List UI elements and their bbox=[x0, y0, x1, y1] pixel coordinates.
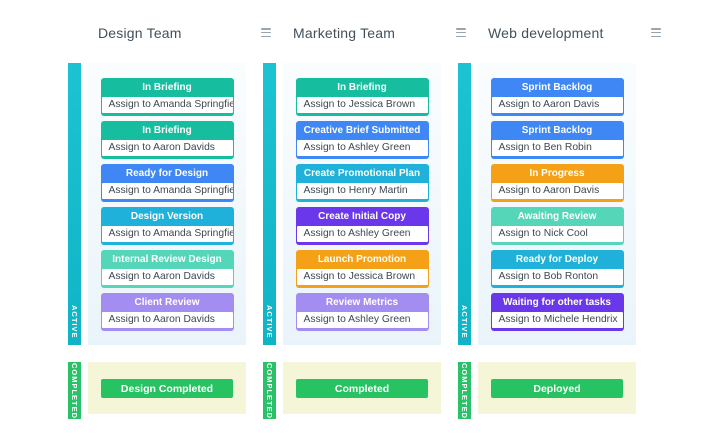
task-assignee: Assign to Ashley Green bbox=[296, 140, 428, 156]
completed-status-button[interactable]: Design Completed bbox=[101, 379, 233, 398]
task-card[interactable]: Waiting for other tasks Assign to Michel… bbox=[490, 293, 624, 331]
task-card[interactable]: Ready for Deploy Assign to Bob Ronton bbox=[490, 250, 624, 288]
task-status-label: Sprint Backlog bbox=[521, 82, 593, 93]
task-card[interactable]: Create Initial Copy Assign to Ashley Gre… bbox=[295, 207, 429, 245]
task-card[interactable]: Sprint Backlog Assign to Aaron Davis bbox=[490, 78, 624, 116]
task-card[interactable]: Design Version Assign to Amanda Springfi… bbox=[100, 207, 234, 245]
task-assignee: Assign to Jessica Brown bbox=[296, 269, 428, 285]
board-column-1: Design Team ACTIVE In Briefing Assign to… bbox=[68, 0, 271, 436]
task-assignee: Assign to Nick Cool bbox=[491, 226, 623, 242]
active-section-bar: ACTIVE bbox=[263, 63, 276, 345]
task-status-label: In Briefing bbox=[337, 82, 387, 93]
task-status-label: Ready for Design bbox=[125, 168, 209, 179]
hamburger-menu-icon[interactable] bbox=[261, 28, 271, 37]
task-card[interactable]: Client Review Assign to Aaron Davids bbox=[100, 293, 234, 331]
column-title: Design Team bbox=[98, 25, 182, 41]
task-card[interactable]: Review Metrics Assign to Ashley Green bbox=[295, 293, 429, 331]
task-card[interactable]: In Briefing Assign to Amanda Springfield bbox=[100, 78, 234, 116]
task-assignee: Assign to Aaron Davids bbox=[101, 140, 233, 156]
completed-section-panel: Design Completed bbox=[88, 362, 246, 414]
task-assignee: Assign to Ashley Green bbox=[296, 226, 428, 242]
task-card[interactable]: Internal Review Design Assign to Aaron D… bbox=[100, 250, 234, 288]
task-status-label: Create Initial Copy bbox=[318, 211, 406, 222]
task-assignee: Assign to Aaron Davids bbox=[101, 269, 233, 285]
column-header: Marketing Team bbox=[293, 25, 466, 43]
active-section-panel: In Briefing Assign to Amanda Springfield… bbox=[88, 63, 246, 345]
task-status-label: Ready for Deploy bbox=[515, 254, 599, 265]
active-section-panel: Sprint Backlog Assign to Aaron Davis Spr… bbox=[478, 63, 636, 345]
column-header: Web development bbox=[488, 25, 661, 43]
task-card[interactable]: Launch Promotion Assign to Jessica Brown bbox=[295, 250, 429, 288]
task-assignee: Assign to Aaron Davids bbox=[101, 312, 233, 328]
task-status-label: Design Version bbox=[130, 211, 204, 222]
completed-section-bar: COMPLETED bbox=[458, 362, 471, 419]
task-status-label: Sprint Backlog bbox=[521, 125, 593, 136]
completed-section-bar: COMPLETED bbox=[263, 362, 276, 419]
task-status-label: Internal Review Design bbox=[112, 254, 222, 265]
task-status-label: Review Metrics bbox=[325, 297, 399, 308]
active-section-label: ACTIVE bbox=[70, 305, 79, 339]
task-card[interactable]: Ready for Design Assign to Amanda Spring… bbox=[100, 164, 234, 202]
task-assignee: Assign to Michele Hendrix bbox=[491, 312, 623, 328]
completed-section-panel: Deployed bbox=[478, 362, 636, 414]
task-assignee: Assign to Henry Martin bbox=[296, 183, 428, 199]
active-section-bar: ACTIVE bbox=[458, 63, 471, 345]
task-status-label: Waiting for other tasks bbox=[503, 297, 611, 308]
task-card[interactable]: Creative Brief Submitted Assign to Ashle… bbox=[295, 121, 429, 159]
task-assignee: Assign to Aaron Davis bbox=[491, 97, 623, 113]
task-card[interactable]: Sprint Backlog Assign to Ben Robin bbox=[490, 121, 624, 159]
task-assignee: Assign to Amanda Springfield bbox=[101, 97, 233, 113]
task-card[interactable]: Awaiting Review Assign to Nick Cool bbox=[490, 207, 624, 245]
task-assignee: Assign to Jessica Brown bbox=[296, 97, 428, 113]
task-card[interactable]: In Briefing Assign to Aaron Davids bbox=[100, 121, 234, 159]
hamburger-menu-icon[interactable] bbox=[651, 28, 661, 37]
active-section-panel: In Briefing Assign to Jessica Brown Crea… bbox=[283, 63, 441, 345]
task-status-label: In Briefing bbox=[142, 125, 192, 136]
task-assignee: Assign to Ashley Green bbox=[296, 312, 428, 328]
task-card[interactable]: In Progress Assign to Aaron Davis bbox=[490, 164, 624, 202]
task-status-label: In Progress bbox=[529, 168, 585, 179]
task-card[interactable]: Create Promotional Plan Assign to Henry … bbox=[295, 164, 429, 202]
task-card[interactable]: In Briefing Assign to Jessica Brown bbox=[295, 78, 429, 116]
task-status-label: Awaiting Review bbox=[517, 211, 597, 222]
task-assignee: Assign to Amanda Springfield bbox=[101, 226, 233, 242]
task-status-label: In Briefing bbox=[142, 82, 192, 93]
task-assignee: Assign to Ben Robin bbox=[491, 140, 623, 156]
column-title: Web development bbox=[488, 25, 604, 41]
completed-section-label: COMPLETED bbox=[265, 362, 274, 419]
completed-section-label: COMPLETED bbox=[70, 362, 79, 419]
completed-section-label: COMPLETED bbox=[460, 362, 469, 419]
completed-section-panel: Completed bbox=[283, 362, 441, 414]
task-assignee: Assign to Bob Ronton bbox=[491, 269, 623, 285]
task-status-label: Create Promotional Plan bbox=[303, 168, 421, 179]
completed-status-button[interactable]: Completed bbox=[296, 379, 428, 398]
active-section-label: ACTIVE bbox=[460, 305, 469, 339]
task-status-label: Client Review bbox=[134, 297, 200, 308]
board-column-3: Web development ACTIVE Sprint Backlog As… bbox=[458, 0, 661, 436]
task-status-label: Launch Promotion bbox=[317, 254, 407, 265]
active-section-bar: ACTIVE bbox=[68, 63, 81, 345]
task-assignee: Assign to Amanda Springfield bbox=[101, 183, 233, 199]
task-status-label: Creative Brief Submitted bbox=[303, 125, 421, 136]
column-title: Marketing Team bbox=[293, 25, 396, 41]
completed-section-bar: COMPLETED bbox=[68, 362, 81, 419]
task-assignee: Assign to Aaron Davis bbox=[491, 183, 623, 199]
board-column-2: Marketing Team ACTIVE In Briefing Assign… bbox=[263, 0, 466, 436]
hamburger-menu-icon[interactable] bbox=[456, 28, 466, 37]
column-header: Design Team bbox=[98, 25, 271, 43]
completed-status-button[interactable]: Deployed bbox=[491, 379, 623, 398]
active-section-label: ACTIVE bbox=[265, 305, 274, 339]
